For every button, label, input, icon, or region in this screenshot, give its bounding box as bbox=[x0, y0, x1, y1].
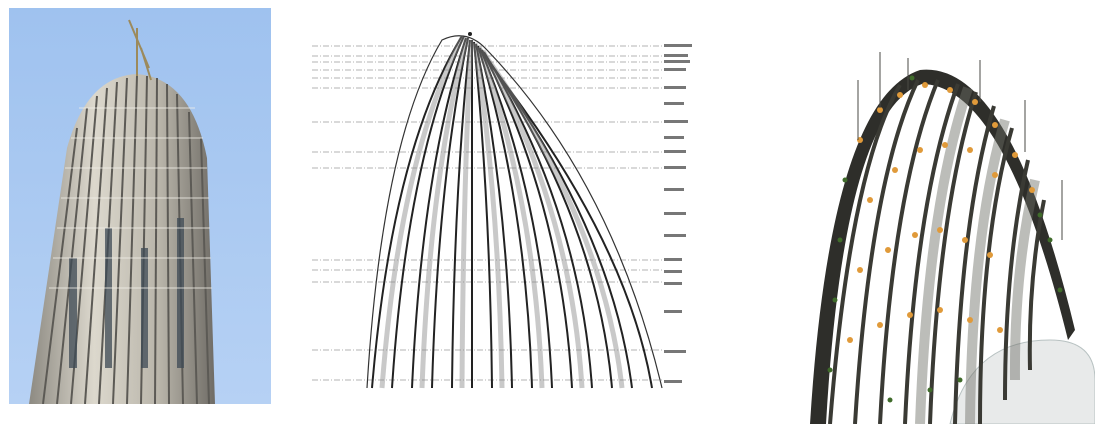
rib-shading bbox=[379, 34, 625, 389]
structure-columns bbox=[828, 79, 1046, 424]
glass-panels bbox=[69, 218, 184, 368]
elevation-line-drawing bbox=[312, 30, 702, 402]
level-lines bbox=[312, 45, 662, 381]
scaffold-lines bbox=[49, 107, 212, 289]
tower-outline bbox=[366, 35, 663, 389]
apex-marker bbox=[468, 32, 472, 36]
outer-ring bbox=[810, 69, 1075, 424]
tower-under-construction-photo bbox=[9, 8, 271, 404]
tower-fins bbox=[42, 75, 210, 404]
roof-masts bbox=[857, 52, 1063, 240]
shell-panels bbox=[915, 86, 1040, 424]
steel-structure-3d-model bbox=[800, 40, 1095, 424]
tower-ribs bbox=[371, 35, 653, 389]
floor-plate bbox=[949, 339, 1095, 424]
connection-nodes-green bbox=[827, 75, 1063, 403]
elevation-markers bbox=[664, 44, 692, 383]
connection-nodes-orange bbox=[847, 82, 1035, 343]
crane bbox=[128, 19, 152, 81]
